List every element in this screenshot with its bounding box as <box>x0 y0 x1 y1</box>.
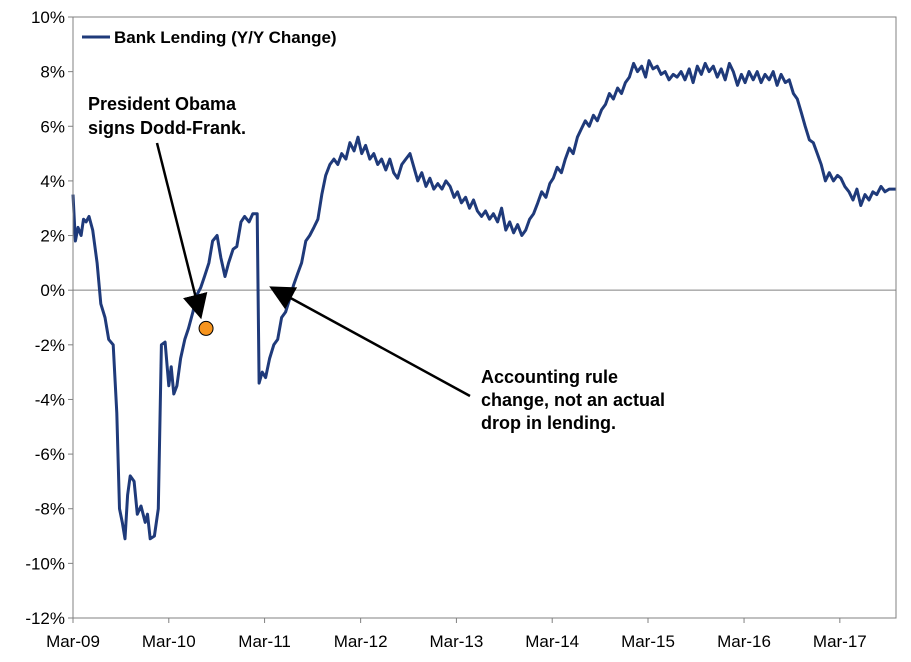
annotation-dodd-frank-line-1: President Obama <box>88 94 237 114</box>
y-tick-label: 0% <box>40 281 65 300</box>
x-tick-label: Mar-14 <box>525 632 579 651</box>
y-tick-label: -10% <box>25 554 65 573</box>
annotation-dodd-frank: President Obama signs Dodd-Frank. <box>88 94 246 336</box>
legend: Bank Lending (Y/Y Change) <box>82 28 337 47</box>
annotation-accounting: Accounting rule change, not an actual dr… <box>269 286 665 433</box>
legend-label: Bank Lending (Y/Y Change) <box>114 28 337 47</box>
y-tick-label: 4% <box>40 172 65 191</box>
annotation-accounting-line-3: drop in lending. <box>481 413 616 433</box>
y-tick-label: 10% <box>31 8 65 27</box>
annotation-dodd-frank-marker <box>198 320 214 336</box>
x-axis-ticks: Mar-09 Mar-10 Mar-11 Mar-12 Mar-13 Mar-14 Mar-… <box>46 618 867 651</box>
annotation-dodd-frank-arrow <box>155 142 208 320</box>
y-tick-label: 6% <box>40 117 65 136</box>
annotation-accounting-line-1: Accounting rule <box>481 367 618 387</box>
y-tick-label: -8% <box>35 500 65 519</box>
plot-area-border <box>72 16 897 619</box>
annotation-accounting-line-2: change, not an actual <box>481 390 665 410</box>
y-tick-label: -2% <box>35 336 65 355</box>
y-tick-label: 2% <box>40 227 65 246</box>
y-tick-label: 8% <box>40 63 65 82</box>
x-tick-label: Mar-09 <box>46 632 100 651</box>
y-axis-ticks: 10% 8% 6% 4% 2% 0% -2% -4% -6% -8% -10% -12% <box>25 8 73 628</box>
y-tick-label: -12% <box>25 609 65 628</box>
x-tick-label: Mar-15 <box>621 632 675 651</box>
annotation-accounting-arrow <box>269 286 471 398</box>
x-tick-label: Mar-12 <box>334 632 388 651</box>
series-line-bank-lending <box>71 59 896 541</box>
x-tick-label: Mar-16 <box>717 632 771 651</box>
x-tick-label: Mar-17 <box>813 632 867 651</box>
x-tick-label: Mar-10 <box>142 632 196 651</box>
x-tick-label: Mar-13 <box>429 632 483 651</box>
x-tick-label: Mar-11 <box>238 632 291 651</box>
annotation-dodd-frank-line-2: signs Dodd-Frank. <box>88 118 246 138</box>
y-tick-label: -4% <box>35 390 65 409</box>
y-tick-label: -6% <box>35 445 65 464</box>
